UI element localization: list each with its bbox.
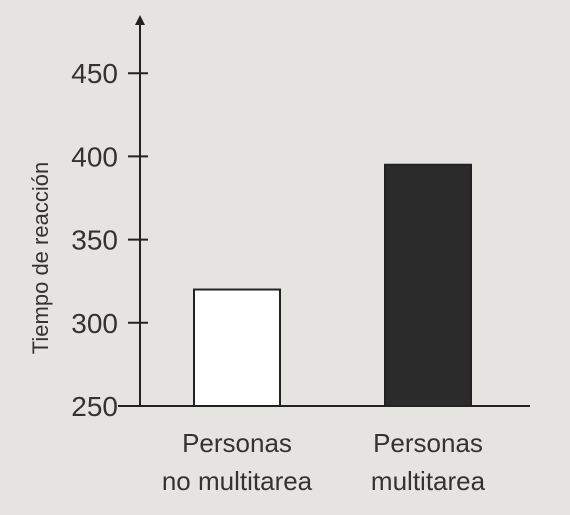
y-tick-label: 350 <box>71 225 118 256</box>
y-tick-label: 400 <box>71 141 118 172</box>
y-tick-label: 450 <box>71 58 118 89</box>
y-axis-arrow <box>135 15 145 25</box>
x-tick-label: Personas no multitarea <box>161 428 313 496</box>
y-tick-label: 300 <box>71 308 118 339</box>
x-tick-label: Personas multitarea <box>370 428 486 496</box>
y-axis-label: Tiempo de reacción <box>28 162 53 354</box>
bar <box>384 163 472 407</box>
bar <box>193 288 281 408</box>
y-tick-label: 250 <box>71 391 118 422</box>
